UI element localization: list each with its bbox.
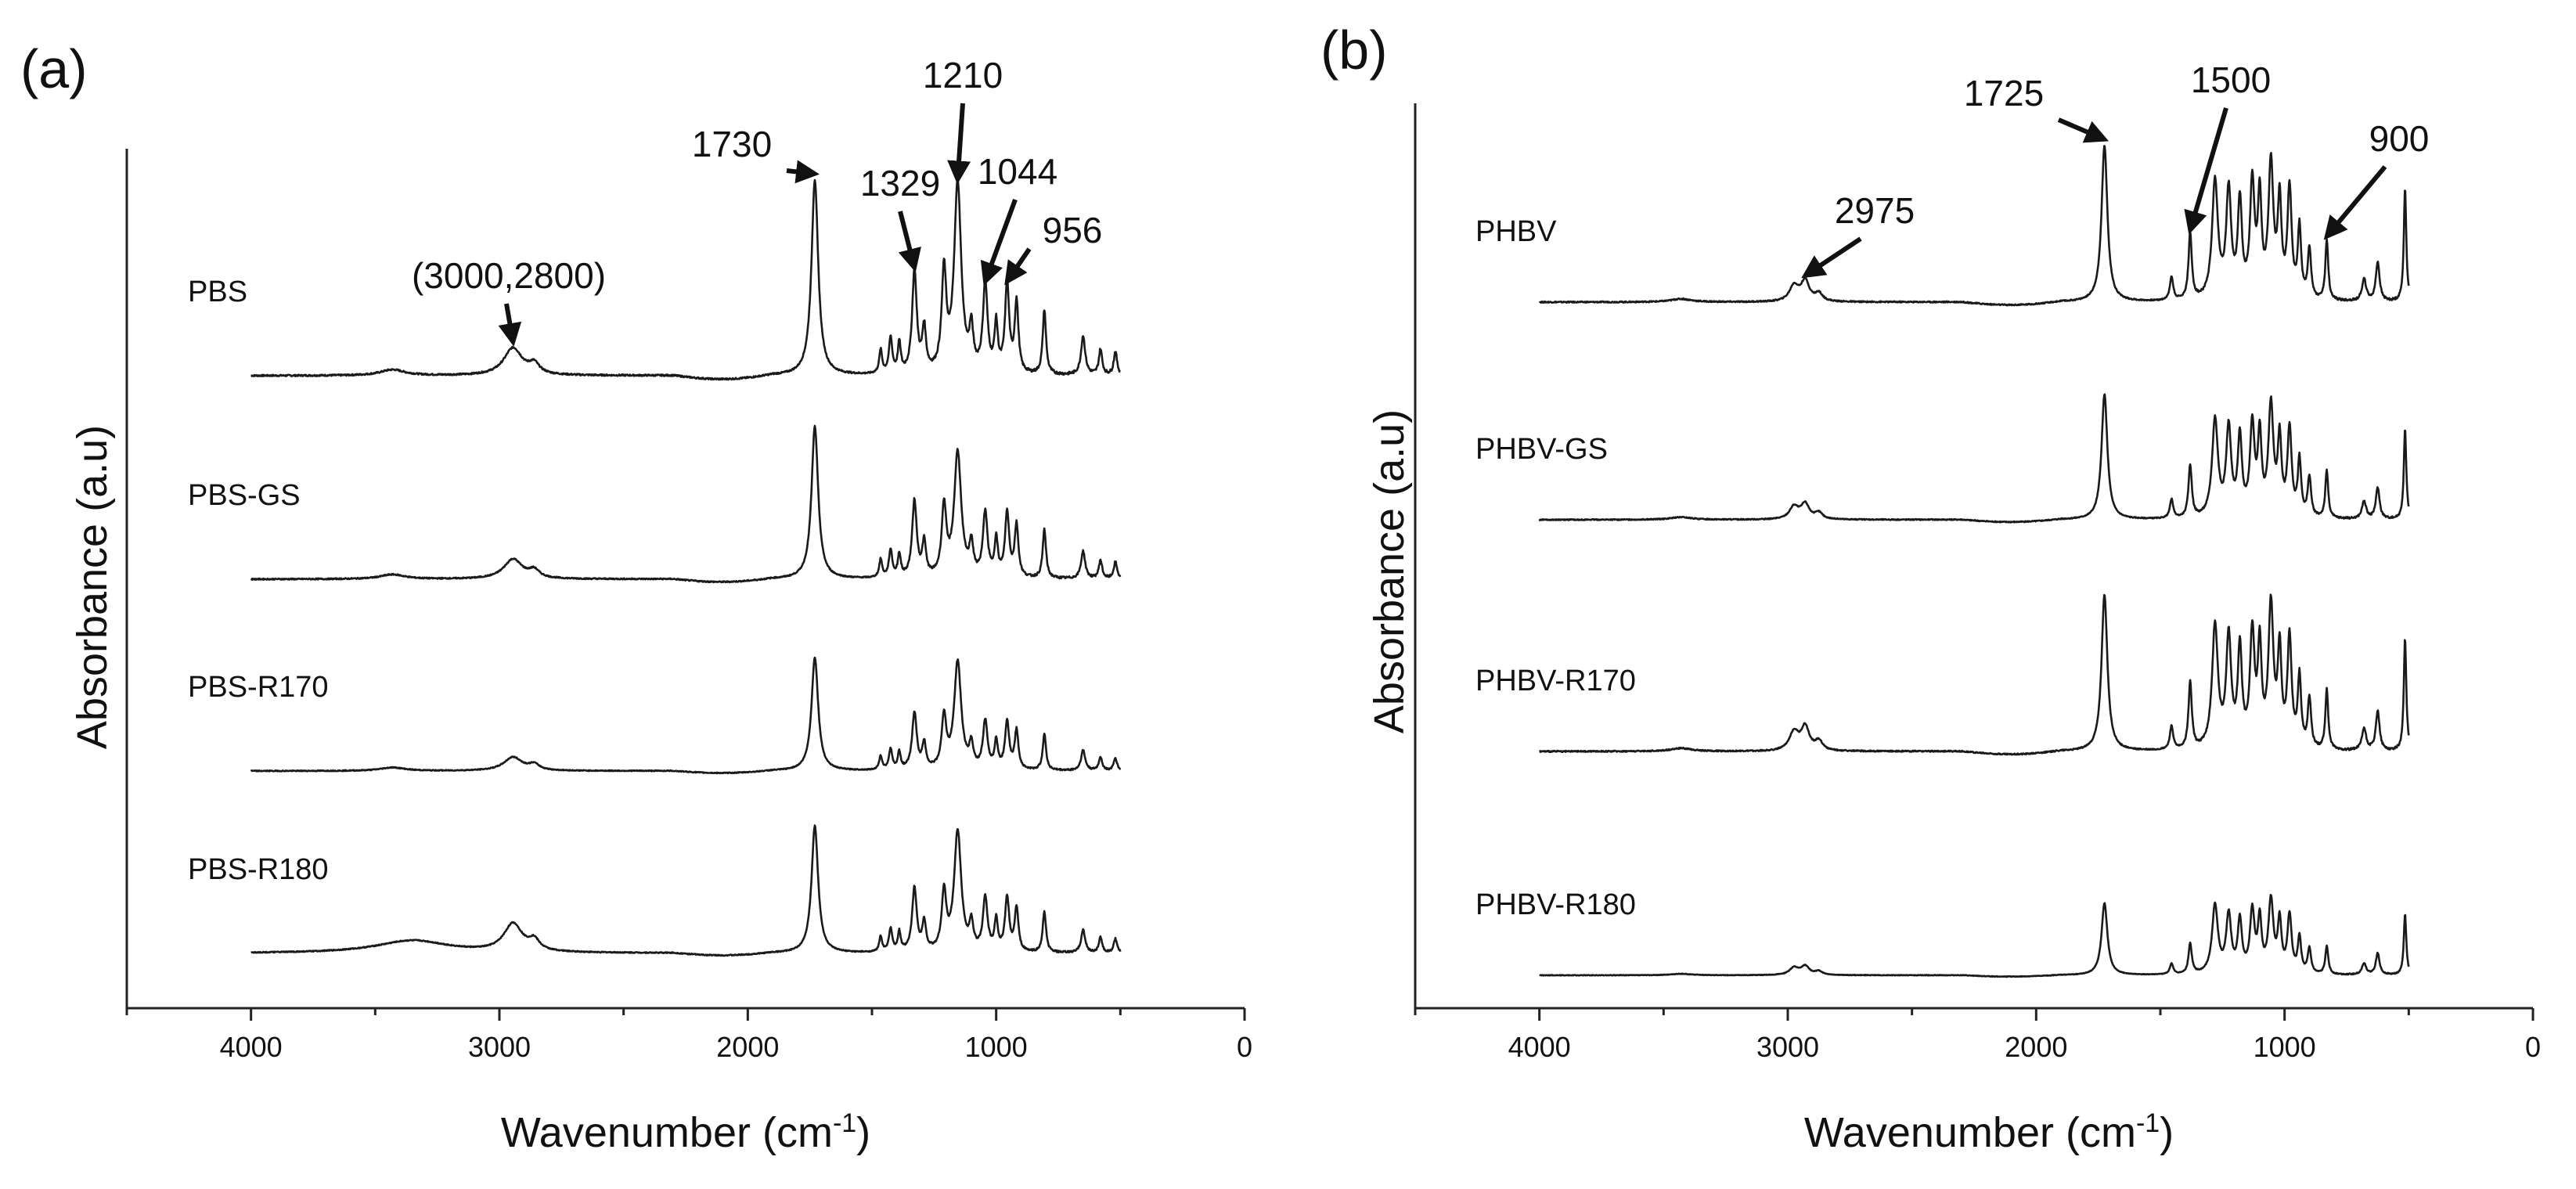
series-labels-a: PBS PBS-GS PBS-R170 PBS-R180 bbox=[188, 276, 329, 886]
series-group-b bbox=[1538, 145, 2410, 978]
panel-label-b: (b) bbox=[1320, 20, 1388, 81]
annotation-arrow bbox=[898, 211, 921, 272]
series-label: PHBV-R180 bbox=[1475, 888, 1636, 921]
annotations-b: 2975 1725 1500 900 bbox=[1801, 59, 2430, 279]
spectrum-line-phbv-gs bbox=[1538, 393, 2410, 524]
x-tick-label: 2000 bbox=[2005, 1031, 2067, 1063]
peak-annotation-label: 1210 bbox=[923, 55, 1003, 95]
annotation-arrow bbox=[980, 198, 1018, 286]
x-axis-title-b: Wavenumber (cm-1) bbox=[1804, 1108, 2174, 1156]
x-tick-label: 4000 bbox=[1508, 1031, 1571, 1063]
panel-a: (a) Absorbance (a.u) Wavenumber (cm-1) 4… bbox=[20, 38, 1252, 1156]
panel-b: (b) Absorbance (a.u) Wavenumber (cm-1) 4… bbox=[1320, 20, 2541, 1156]
x-axis-title-a-text: Wavenumber (cm bbox=[501, 1109, 833, 1156]
peak-annotation-label: 2975 bbox=[1835, 190, 1915, 231]
x-tick-label: 3000 bbox=[1756, 1031, 1819, 1063]
spectrum-line-pbs bbox=[250, 178, 1122, 381]
x-axis-title-a: Wavenumber (cm-1) bbox=[501, 1108, 870, 1156]
x-axis-title-a-end: ) bbox=[856, 1109, 870, 1156]
x-ticks-b: 4000 3000 2000 1000 0 bbox=[1414, 1008, 2541, 1063]
annotation-arrow bbox=[786, 160, 820, 184]
x-axis-title-b-end: ) bbox=[2160, 1109, 2174, 1156]
x-axis-title-a-sup: -1 bbox=[833, 1108, 856, 1138]
annotation-arrow bbox=[2184, 107, 2228, 235]
annotation-arrow bbox=[1801, 236, 1862, 279]
panel-label-a: (a) bbox=[20, 38, 88, 99]
annotation-arrow bbox=[1004, 247, 1032, 286]
series-labels-b: PHBV PHBV-GS PHBV-R170 PHBV-R180 bbox=[1475, 215, 1636, 921]
peak-annotation-label: 1730 bbox=[692, 124, 772, 164]
annotation-arrow bbox=[498, 303, 522, 347]
peak-annotation-label: 1500 bbox=[2191, 59, 2271, 100]
axes-a bbox=[125, 149, 1245, 1010]
series-label: PBS-R170 bbox=[188, 671, 329, 704]
peak-annotation-label: 900 bbox=[2369, 118, 2430, 159]
series-label: PHBV-GS bbox=[1475, 433, 1608, 466]
x-tick-label: 1000 bbox=[965, 1031, 1028, 1063]
series-group-a bbox=[250, 178, 1122, 957]
x-tick-label: 0 bbox=[1237, 1031, 1252, 1063]
x-tick-label: 0 bbox=[2525, 1031, 2541, 1063]
spectrum-line-pbs-gs bbox=[250, 424, 1122, 584]
peak-annotation-label: 1725 bbox=[1964, 73, 2044, 113]
peak-annotation-label: 1329 bbox=[860, 163, 940, 204]
x-tick-label: 4000 bbox=[220, 1031, 283, 1063]
annotation-arrow bbox=[947, 103, 971, 185]
spectrum-line-phbv-r180 bbox=[1539, 894, 2410, 978]
peak-annotation-label: (3000,2800) bbox=[412, 255, 606, 296]
series-label: PBS bbox=[188, 276, 247, 308]
series-label: PHBV-R170 bbox=[1475, 665, 1636, 697]
series-label: PHBV bbox=[1475, 215, 1557, 248]
spectrum-line-pbs-r180 bbox=[250, 824, 1122, 957]
x-axis-title-b-sup: -1 bbox=[2136, 1108, 2160, 1138]
peak-annotation-label: 956 bbox=[1043, 210, 1103, 250]
peak-annotation-label: 1044 bbox=[978, 151, 1057, 192]
series-label: PBS-GS bbox=[188, 479, 301, 512]
annotations-a: (3000,2800) 1730 1329 1210 1044 956 bbox=[412, 55, 1103, 347]
spectrum-line-phbv-r170 bbox=[1539, 593, 2410, 756]
annotation-arrow bbox=[2057, 117, 2109, 143]
x-tick-label: 2000 bbox=[716, 1031, 779, 1063]
y-axis-title-a: Absorbance (a.u) bbox=[69, 425, 116, 749]
x-tick-label: 3000 bbox=[468, 1031, 531, 1063]
series-label: PBS-R180 bbox=[188, 853, 329, 886]
y-axis-title-b: Absorbance (a.u) bbox=[1366, 409, 1413, 733]
axes-b bbox=[1414, 103, 2533, 1010]
spectrum-line-pbs-r170 bbox=[250, 656, 1122, 775]
spectrum-line-phbv bbox=[1538, 145, 2410, 307]
x-tick-label: 1000 bbox=[2254, 1031, 2316, 1063]
x-ticks-a: 4000 3000 2000 1000 0 bbox=[125, 1008, 1252, 1063]
annotation-arrow bbox=[2323, 165, 2387, 240]
x-axis-title-b-text: Wavenumber (cm bbox=[1804, 1109, 2136, 1156]
